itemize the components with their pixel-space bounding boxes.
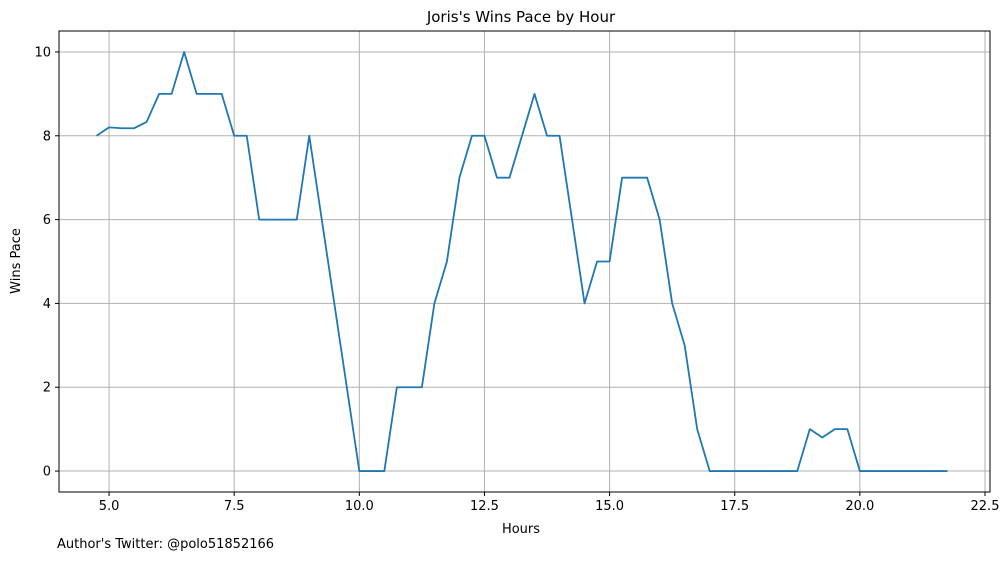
data-point bbox=[170, 92, 174, 96]
data-point bbox=[295, 218, 299, 222]
data-point bbox=[845, 427, 849, 431]
x-tick-label: 22.5 bbox=[971, 499, 1000, 514]
data-point bbox=[670, 301, 674, 305]
data-point bbox=[945, 469, 949, 473]
data-point bbox=[645, 176, 649, 180]
data-point bbox=[132, 126, 136, 130]
data-point bbox=[595, 260, 599, 264]
plot-frame bbox=[58, 30, 991, 493]
y-tick-label: 0 bbox=[43, 465, 51, 480]
data-point bbox=[382, 469, 386, 473]
y-axis: 0 2 4 6 8 10 bbox=[34, 45, 59, 480]
data-point bbox=[720, 469, 724, 473]
x-tick-label: 5.0 bbox=[99, 499, 120, 514]
data-point bbox=[633, 176, 637, 180]
x-tick-label: 10.0 bbox=[345, 499, 374, 514]
data-point bbox=[533, 92, 537, 96]
data-point bbox=[307, 134, 311, 138]
data-point bbox=[445, 260, 449, 264]
data-point bbox=[520, 134, 524, 138]
y-tick-label: 2 bbox=[43, 381, 51, 396]
data-point bbox=[107, 125, 111, 129]
data-point bbox=[420, 385, 424, 389]
data-point bbox=[257, 218, 261, 222]
x-axis: 5.0 7.5 10.0 12.5 15.0 17.5 20.0 22.5 bbox=[99, 492, 1000, 514]
x-tick-label: 7.5 bbox=[224, 499, 245, 514]
data-point bbox=[232, 134, 236, 138]
y-tick-label: 6 bbox=[43, 213, 51, 228]
author-credit: Author's Twitter: @polo51852166 bbox=[57, 537, 275, 552]
data-point bbox=[395, 385, 399, 389]
data-point bbox=[370, 469, 374, 473]
x-axis-label: Hours bbox=[502, 522, 540, 537]
data-point bbox=[320, 218, 324, 222]
series-line bbox=[96, 51, 948, 472]
data-point bbox=[120, 126, 124, 130]
data-point bbox=[708, 469, 712, 473]
x-tick-label: 12.5 bbox=[470, 499, 499, 514]
data-point bbox=[470, 134, 474, 138]
data-point bbox=[733, 469, 737, 473]
data-point bbox=[332, 301, 336, 305]
y-tick-label: 10 bbox=[34, 45, 51, 60]
x-tick-label: 20.0 bbox=[845, 499, 874, 514]
y-tick-label: 4 bbox=[43, 297, 51, 312]
data-point bbox=[833, 427, 837, 431]
y-tick-label: 8 bbox=[43, 129, 51, 144]
data-point bbox=[570, 218, 574, 222]
data-point bbox=[207, 92, 211, 96]
data-point bbox=[870, 469, 874, 473]
data-point bbox=[883, 469, 887, 473]
data-point bbox=[658, 218, 662, 222]
data-point bbox=[858, 469, 862, 473]
data-point bbox=[345, 385, 349, 389]
data-point bbox=[620, 176, 624, 180]
data-point bbox=[745, 469, 749, 473]
data-point bbox=[783, 469, 787, 473]
data-point bbox=[808, 427, 812, 431]
data-point bbox=[182, 50, 186, 54]
data-point bbox=[908, 469, 912, 473]
x-tick-label: 17.5 bbox=[720, 499, 749, 514]
grid bbox=[59, 31, 990, 492]
data-point bbox=[482, 134, 486, 138]
data-point bbox=[820, 436, 824, 440]
data-point bbox=[795, 469, 799, 473]
data-point bbox=[220, 92, 224, 96]
data-point bbox=[770, 469, 774, 473]
data-point bbox=[758, 469, 762, 473]
y-axis-label: Wins Pace bbox=[9, 228, 24, 294]
data-point bbox=[282, 218, 286, 222]
data-point bbox=[157, 92, 161, 96]
data-point bbox=[407, 385, 411, 389]
data-point bbox=[895, 469, 899, 473]
data-point bbox=[920, 469, 924, 473]
data-point bbox=[457, 176, 461, 180]
series-layer bbox=[95, 50, 949, 473]
data-point bbox=[683, 343, 687, 347]
data-point bbox=[545, 134, 549, 138]
data-point bbox=[145, 120, 149, 124]
data-point bbox=[270, 218, 274, 222]
x-tick-label: 15.0 bbox=[595, 499, 624, 514]
data-point bbox=[695, 427, 699, 431]
data-point bbox=[558, 134, 562, 138]
data-point bbox=[95, 134, 99, 138]
data-point bbox=[507, 176, 511, 180]
data-point bbox=[432, 301, 436, 305]
data-point bbox=[245, 134, 249, 138]
data-point bbox=[933, 469, 937, 473]
data-point bbox=[495, 176, 499, 180]
chart-title: Joris's Wins Pace by Hour bbox=[426, 8, 616, 26]
data-point bbox=[357, 469, 361, 473]
data-point bbox=[583, 301, 587, 305]
data-point bbox=[195, 92, 199, 96]
data-point bbox=[608, 260, 612, 264]
